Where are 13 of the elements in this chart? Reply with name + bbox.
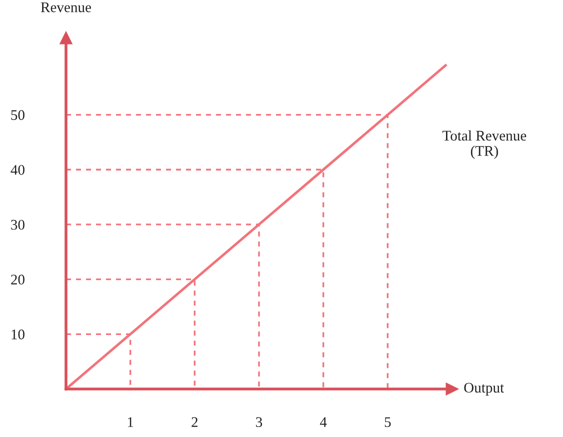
y-tick-label: 40	[10, 164, 24, 175]
y-tick-label: 20	[11, 274, 24, 285]
x-tick-label: 4	[320, 417, 327, 427]
y-tick-label: 10	[12, 330, 24, 340]
x-tick-label: 2	[192, 417, 198, 427]
text: Total Revenue (TR)	[442, 130, 526, 159]
x-tick-label: 3	[256, 417, 262, 428]
x-tick-label: 1	[128, 417, 134, 427]
x-axis-title: Output	[464, 382, 504, 396]
x-tick-label: 5	[384, 417, 391, 428]
y-tick-label: 30	[11, 220, 24, 230]
y-tick-label: 50	[11, 110, 24, 120]
y-axis-title: Revenue	[40, 2, 92, 12]
